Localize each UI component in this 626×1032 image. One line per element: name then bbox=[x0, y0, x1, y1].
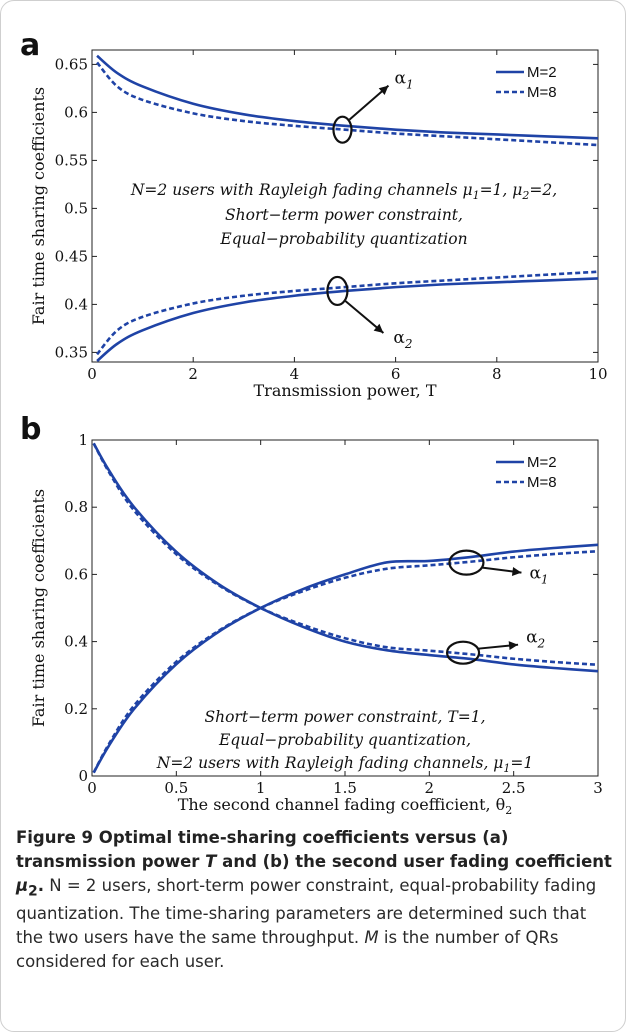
b-ytick-label: 0 bbox=[78, 767, 88, 785]
b-xtick-label: 2.5 bbox=[502, 779, 526, 797]
b-xtick-label: 1.5 bbox=[333, 779, 357, 797]
b-ytick-label: 0.2 bbox=[64, 700, 88, 718]
b-ytick-label: 0.4 bbox=[64, 633, 88, 651]
b-textbox-line-1: Short−term power constraint, T=1, bbox=[205, 708, 486, 726]
b-ytick-label: 1 bbox=[78, 431, 88, 449]
a-ytick-label: 0.65 bbox=[55, 55, 88, 73]
a-ytick-label: 0.6 bbox=[64, 103, 88, 121]
a-series-line-1 bbox=[96, 54, 599, 140]
a-series-line-2 bbox=[96, 61, 599, 147]
a-annotation-ellipse-1 bbox=[332, 115, 353, 144]
a-series-line-3 bbox=[96, 277, 599, 363]
b-annotation-label-1: α1 bbox=[529, 564, 548, 587]
a-xtick-label: 0 bbox=[87, 365, 97, 383]
a-xtick-label: 10 bbox=[588, 365, 607, 383]
a-xtick-label: 2 bbox=[188, 365, 198, 383]
a-xtick-label: 4 bbox=[290, 365, 300, 383]
a-ylabel: Fair time sharing coefficients bbox=[29, 87, 48, 325]
a-xtick-label: 8 bbox=[492, 365, 502, 383]
a-ytick-label: 0.55 bbox=[55, 151, 88, 169]
a-textbox-line-2: Short−term power constraint, bbox=[225, 206, 463, 224]
b-annotation-arrowhead-2 bbox=[508, 641, 519, 651]
a-annotation-arrowhead-2 bbox=[373, 323, 384, 333]
b-ytick-label: 0.8 bbox=[64, 498, 88, 516]
b-xlabel: The second channel fading coefficient, θ… bbox=[178, 795, 513, 817]
b-ytick-label: 0.6 bbox=[64, 565, 88, 583]
b-ylabel: Fair time sharing coefficients bbox=[29, 489, 48, 727]
a-ytick-label: 0.45 bbox=[55, 247, 88, 265]
b-xtick-label: 0.5 bbox=[164, 779, 188, 797]
caption-body-2: is the number of QRs considered for each… bbox=[16, 928, 559, 971]
b-textbox-line-3: N=2 users with Rayleigh fading channels,… bbox=[156, 754, 533, 775]
caption-body-M: M bbox=[364, 928, 379, 947]
b-xtick-label: 1 bbox=[256, 779, 266, 797]
a-ytick-label: 0.5 bbox=[64, 199, 88, 217]
b-annotation-label-2: α2 bbox=[526, 628, 545, 651]
a-annotation-ellipse-2 bbox=[326, 275, 349, 307]
a-xlabel: Transmission power, T bbox=[254, 381, 437, 400]
a-legend-label-2: M=8 bbox=[527, 84, 557, 101]
b-annotation-ellipse-1 bbox=[448, 549, 485, 576]
caption-bold-text: Optimal time-sharing coefficients versus… bbox=[16, 828, 509, 871]
figure-caption: Figure 9 Optimal time-sharing coefficien… bbox=[16, 826, 612, 974]
caption-bold-end: . bbox=[37, 875, 45, 895]
a-series-line-4 bbox=[96, 270, 599, 356]
b-xtick-label: 3 bbox=[593, 779, 603, 797]
chart-panel-a: 0 2 4 6 8 10 0.35 0.4 0.45 0.5 0.55 0.6 0.65 Transmis… bbox=[29, 49, 608, 400]
b-legend-label-2: M=8 bbox=[527, 474, 557, 491]
a-plot-box bbox=[91, 49, 599, 363]
caption-label: Figure 9 bbox=[16, 828, 94, 847]
caption-bold-text2: and (b) the second user fading coefficie… bbox=[216, 851, 612, 871]
panel-a-label: a bbox=[20, 28, 41, 63]
a-legend-label-1: M=2 bbox=[527, 64, 557, 81]
caption-bold-mu-sub: 2 bbox=[28, 883, 38, 900]
b-legend-label-1: M=2 bbox=[527, 454, 557, 471]
b-xtick-label: 0 bbox=[87, 779, 97, 797]
a-annotation-arrowhead-1 bbox=[378, 85, 389, 95]
a-textbox-line-1: N=2 users with Rayleigh fading channels … bbox=[130, 181, 557, 202]
b-annotation-arrowhead-1 bbox=[511, 567, 522, 576]
b-series-line-3 bbox=[92, 442, 599, 673]
caption-bold-mu: μ bbox=[16, 875, 29, 895]
b-xtick-label: 2 bbox=[425, 779, 435, 797]
a-textbox-line-3: Equal−probability quantization bbox=[219, 230, 467, 248]
b-textbox-line-2: Equal−probability quantization, bbox=[218, 731, 471, 749]
panel-b-label: b bbox=[20, 412, 42, 447]
caption-body-1: N = 2 users, short-term power constraint… bbox=[16, 875, 597, 947]
a-ytick-label: 0.4 bbox=[64, 295, 88, 313]
caption-bold-T: T bbox=[205, 851, 217, 871]
a-ytick-label: 0.35 bbox=[55, 343, 88, 361]
b-series-line-2 bbox=[92, 549, 599, 774]
b-series-line-4 bbox=[92, 442, 599, 667]
b-series-line-1 bbox=[92, 543, 599, 774]
a-xtick-label: 6 bbox=[391, 365, 401, 383]
b-annotation-ellipse-2 bbox=[445, 640, 481, 665]
